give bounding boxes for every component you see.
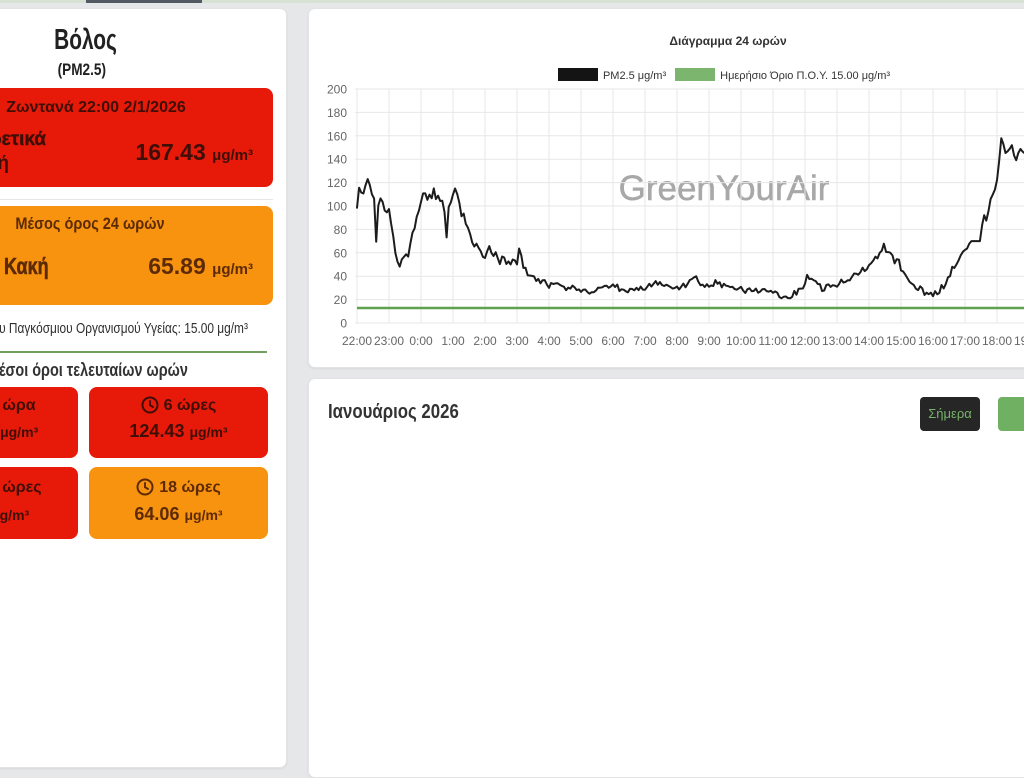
svg-text:19:00: 19:00 [1014, 334, 1024, 348]
svg-text:13:00: 13:00 [822, 334, 852, 348]
svg-text:2:00: 2:00 [473, 334, 497, 348]
svg-text:22:00: 22:00 [342, 334, 372, 348]
svg-text:180: 180 [327, 106, 347, 120]
svg-text:60: 60 [334, 246, 348, 260]
svg-text:9:00: 9:00 [697, 334, 721, 348]
svg-text:7:00: 7:00 [633, 334, 657, 348]
svg-text:17:00: 17:00 [950, 334, 980, 348]
svg-text:3:00: 3:00 [505, 334, 529, 348]
svg-text:100: 100 [327, 200, 347, 214]
svg-text:0:00: 0:00 [409, 334, 433, 348]
svg-text:80: 80 [334, 223, 348, 237]
svg-text:16:00: 16:00 [918, 334, 948, 348]
svg-text:14:00: 14:00 [854, 334, 884, 348]
svg-text:160: 160 [327, 129, 347, 143]
svg-text:8:00: 8:00 [665, 334, 689, 348]
svg-text:0: 0 [340, 317, 347, 331]
svg-text:6:00: 6:00 [601, 334, 625, 348]
svg-text:23:00: 23:00 [374, 334, 404, 348]
svg-text:12:00: 12:00 [790, 334, 820, 348]
svg-text:140: 140 [327, 153, 347, 167]
svg-text:20: 20 [334, 293, 348, 307]
svg-text:11:00: 11:00 [758, 334, 787, 348]
svg-text:15:00: 15:00 [886, 334, 916, 348]
svg-text:4:00: 4:00 [537, 334, 561, 348]
svg-text:10:00: 10:00 [726, 334, 756, 348]
svg-text:200: 200 [327, 83, 347, 97]
svg-text:5:00: 5:00 [569, 334, 593, 348]
svg-text:40: 40 [334, 270, 348, 284]
svg-text:18:00: 18:00 [982, 334, 1012, 348]
svg-text:1:00: 1:00 [441, 334, 465, 348]
svg-text:120: 120 [327, 176, 347, 190]
